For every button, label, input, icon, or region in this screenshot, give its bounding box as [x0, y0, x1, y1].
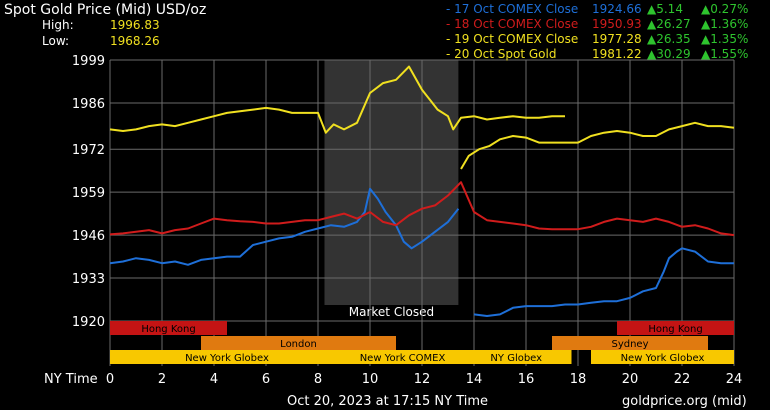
high-value: 1996.83: [110, 18, 160, 32]
legend-close: 1950.93: [592, 17, 642, 31]
session-label: New York Globex: [621, 353, 705, 364]
x-tick-label: 8: [314, 372, 322, 387]
y-tick-label: 1972: [72, 143, 105, 158]
legend: - 17 Oct COMEX Close 1924.66 ▲5.14 ▲0.27% - …: [446, 2, 748, 61]
legend-pct: ▲0.27%: [701, 2, 748, 16]
low-value: 1968.26: [110, 34, 160, 48]
series-line: [109, 187, 460, 266]
series-line: [109, 181, 735, 237]
high-label: High:: [42, 18, 74, 32]
x-tick-label: 2: [158, 372, 166, 387]
x-tick-label: 18: [570, 372, 587, 387]
x-tick-label: 4: [210, 372, 218, 387]
session-bar: [552, 336, 708, 350]
y-tick-label: 1946: [72, 229, 105, 244]
price-lines: [109, 65, 735, 317]
x-tick-label: 16: [518, 372, 535, 387]
x-tick-label: 12: [414, 372, 431, 387]
legend-close: 1981.22: [592, 47, 642, 61]
legend-change: ▲26.27: [647, 17, 691, 31]
legend-change: ▲26.35: [647, 32, 691, 46]
session-bar: [344, 350, 461, 364]
footer-timestamp: Oct 20, 2023 at 17:15 NY Time: [287, 394, 489, 409]
session-bar: [201, 336, 396, 350]
legend-series-name: - 18 Oct COMEX Close: [446, 17, 578, 31]
x-tick-label: 14: [466, 372, 483, 387]
page-title: Spot Gold Price (Mid) USD/oz: [4, 2, 207, 18]
session-bar: [591, 350, 734, 364]
session-label: New York Globex: [185, 353, 269, 364]
session-bar: [110, 321, 227, 335]
legend-change: ▲5.14: [647, 2, 683, 16]
legend-pct: ▲1.35%: [701, 32, 748, 46]
market-closed-shade: [324, 60, 459, 305]
session-label: Sydney: [611, 339, 648, 350]
x-tick-label: 0: [106, 372, 114, 387]
y-tick-label: 1986: [72, 97, 105, 112]
legend-pct: ▲1.36%: [701, 17, 748, 31]
x-tick-label: 10: [362, 372, 379, 387]
legend-series-name: - 20 Oct Spot Gold: [446, 47, 556, 61]
series-line: [460, 121, 735, 170]
legend-series-name: - 17 Oct COMEX Close: [446, 2, 578, 16]
footer-source: goldprice.org (mid): [622, 394, 747, 409]
session-bar: [461, 350, 572, 364]
market-closed-region: Market Closed: [324, 60, 459, 319]
x-tick-label: 22: [674, 372, 691, 387]
y-tick-label: 1999: [72, 54, 105, 69]
trading-sessions: Hong Kong Hong Kong London Sydney New York G…: [110, 321, 734, 364]
y-tick-label: 1920: [72, 315, 105, 330]
low-label: Low:: [42, 34, 70, 48]
series-line: [473, 247, 734, 317]
x-axis-label: NY Time: [44, 372, 98, 387]
session-label: Hong Kong: [648, 324, 702, 335]
legend-pct: ▲1.55%: [701, 47, 748, 61]
legend-change: ▲30.29: [647, 47, 691, 61]
session-label: New York COMEX: [360, 353, 446, 364]
market-closed-label: Market Closed: [349, 305, 434, 319]
session-label: London: [280, 339, 317, 350]
y-tick-label: 1959: [72, 186, 105, 201]
series-line: [109, 65, 565, 134]
legend-series-name: - 19 Oct COMEX Close: [446, 32, 578, 46]
x-tick-label: 24: [726, 372, 743, 387]
chart-grid: [109, 59, 735, 366]
session-label: Hong Kong: [141, 324, 195, 335]
y-tick-label: 1933: [72, 272, 105, 287]
session-bar: [110, 350, 344, 364]
session-label: NY Globex: [490, 353, 542, 364]
legend-close: 1924.66: [592, 2, 642, 16]
session-bar: [617, 321, 734, 335]
x-tick-label: 6: [262, 372, 270, 387]
x-tick-label: 20: [622, 372, 639, 387]
legend-close: 1977.28: [592, 32, 642, 46]
